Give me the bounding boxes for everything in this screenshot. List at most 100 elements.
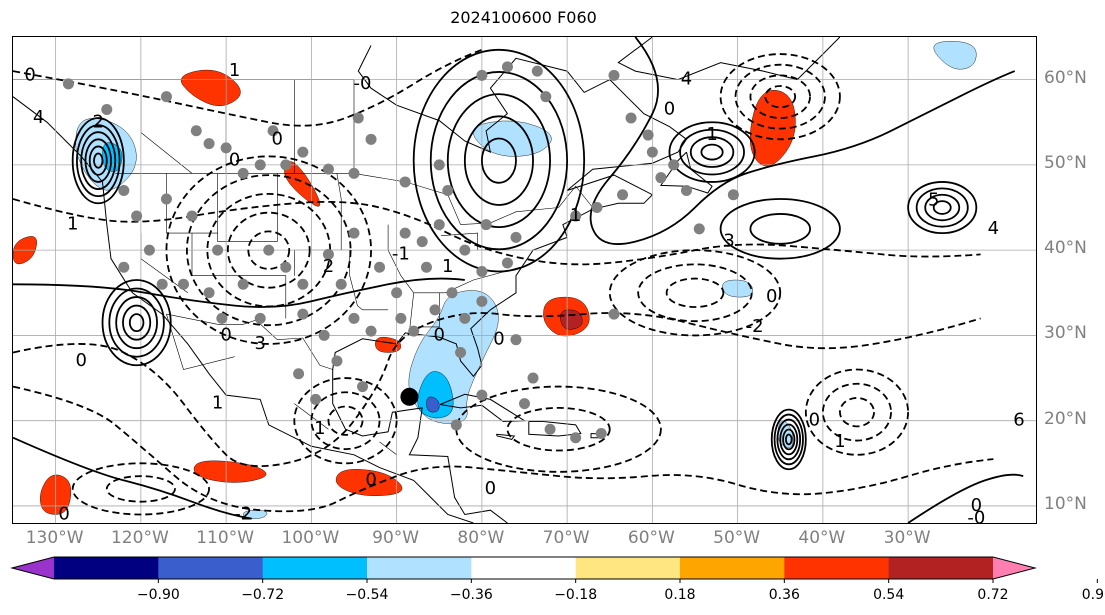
station-marker [519, 398, 530, 410]
negative-contour [665, 277, 725, 308]
colorbar-segment [680, 557, 785, 579]
station-marker [395, 312, 407, 324]
station-marker [156, 278, 168, 290]
contour-label: 0 [485, 478, 496, 499]
positive-contour [932, 200, 952, 215]
latitude-label: 60°N [1044, 67, 1087, 88]
positive-contour [122, 304, 152, 341]
colorbar-tick-label: −0.90 [136, 587, 180, 603]
positive-contour [71, 117, 125, 205]
colorbar-tick-label: −0.18 [554, 587, 598, 603]
positive-contour [80, 131, 117, 190]
negative-contour [13, 312, 981, 468]
positive-contour [915, 187, 969, 228]
coastline [495, 433, 516, 440]
station-marker [617, 189, 629, 201]
latitude-label: 40°N [1044, 238, 1087, 259]
station-marker [348, 227, 360, 239]
station-marker [625, 112, 637, 124]
station-marker [455, 346, 467, 358]
negative-contour [839, 397, 875, 428]
station-marker [118, 261, 130, 273]
positive-anomaly-region [335, 469, 403, 497]
colorbar-outline [10, 556, 1037, 580]
station-marker [442, 184, 454, 196]
coastline [13, 96, 474, 523]
station-marker [263, 244, 275, 256]
station-marker [267, 125, 279, 137]
positive-contour [773, 413, 804, 466]
negative-contour [804, 368, 910, 456]
positive-contour [480, 137, 517, 184]
colorbar-segment [784, 557, 890, 579]
station-marker [450, 419, 462, 431]
positive-contour [689, 136, 735, 168]
positive-contour [668, 121, 756, 183]
station-marker [416, 236, 428, 248]
positive-contour [93, 152, 104, 169]
contour-label: 1 [834, 431, 845, 452]
negative-anomaly-region [473, 120, 552, 157]
station-marker [143, 244, 155, 256]
colorbar-segment [471, 557, 577, 579]
negative-contour [764, 85, 797, 109]
coastline [439, 393, 527, 423]
positive-contour [84, 138, 112, 183]
contour-label: 0 [75, 350, 86, 371]
positive-contour [779, 423, 799, 456]
political-border [336, 173, 342, 251]
contour-label: 0 [971, 495, 982, 516]
positive-contour [429, 71, 569, 251]
station-marker [429, 304, 441, 316]
political-border [166, 173, 218, 234]
positive-anomaly-region [193, 460, 267, 483]
colorbar-tick-label: 0.18 [664, 587, 696, 603]
station-marker [459, 244, 471, 256]
longitude-label: 50°W [713, 528, 761, 548]
station-marker [408, 325, 420, 337]
positive-contour [88, 145, 108, 176]
contour-label: 4 [33, 107, 44, 128]
contour-label: 3 [254, 333, 265, 354]
colorbar-extend-high [993, 557, 1035, 579]
station-marker [237, 278, 249, 290]
political-border [217, 173, 278, 242]
contour-label: 6 [1013, 410, 1024, 431]
negative-contour [71, 462, 210, 516]
gridline-layer [13, 37, 1036, 523]
political-border [353, 173, 593, 225]
contour-label: 1 [442, 256, 453, 277]
contour-label: 2 [323, 256, 334, 277]
station-marker [608, 69, 620, 81]
station-marker [190, 125, 202, 137]
station-marker [237, 167, 249, 179]
political-border [166, 314, 235, 370]
station-marker [501, 257, 513, 269]
longitude-label: 110°W [196, 528, 255, 548]
colorbar-extend-low [12, 557, 54, 579]
station-marker [178, 278, 189, 290]
coastline [528, 421, 582, 437]
contour-label: 3 [723, 231, 734, 252]
station-marker [480, 219, 492, 231]
positive-contour [128, 313, 145, 333]
political-border [417, 292, 440, 328]
positive-contour [412, 48, 586, 273]
contour-label: -0 [354, 73, 372, 94]
colorbar-tick-label: −0.54 [345, 587, 389, 603]
station-marker [322, 248, 334, 260]
station-marker [357, 381, 369, 393]
station-marker [391, 287, 403, 299]
station-marker [459, 312, 471, 324]
longitude-label: 90°W [372, 528, 420, 548]
positive-contour [770, 408, 807, 471]
positive-contour [108, 287, 165, 358]
coastline [332, 45, 688, 378]
station-marker [476, 389, 488, 401]
colorbar-segment [54, 557, 159, 579]
contour-label: 0 [272, 128, 283, 149]
negative-contour [13, 48, 483, 127]
station-marker [727, 189, 739, 201]
